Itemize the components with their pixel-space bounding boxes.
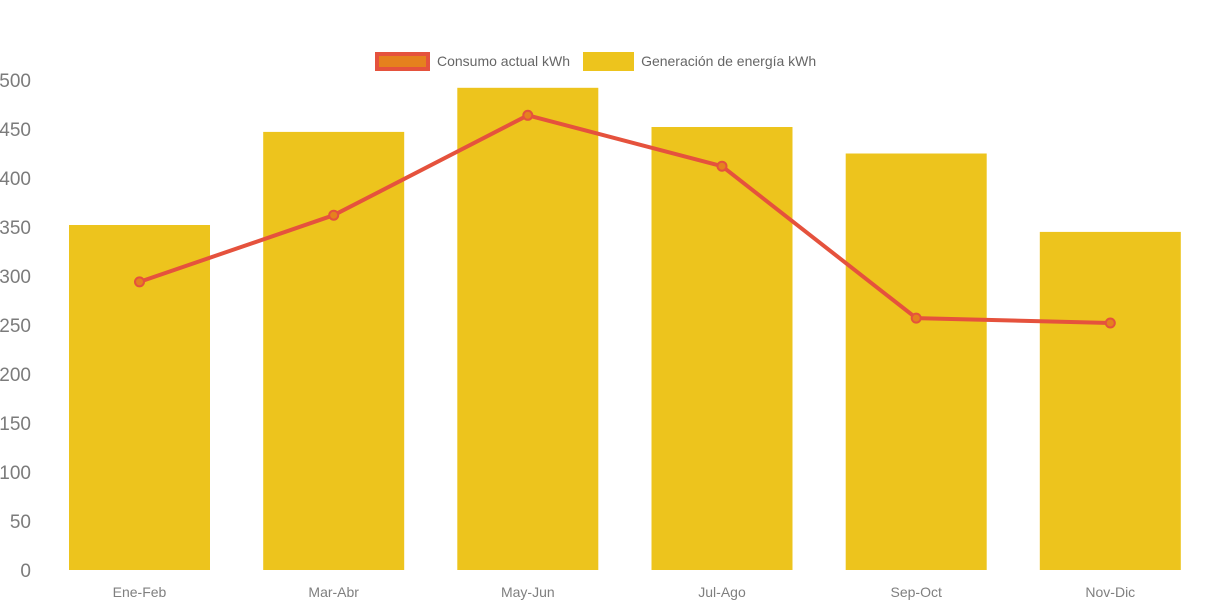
legend-item-consumo[interactable]: Consumo actual kWh bbox=[375, 52, 570, 71]
y-tick-label: 500 bbox=[0, 71, 31, 92]
bar-generacion[interactable] bbox=[651, 127, 793, 570]
consumo-point[interactable] bbox=[134, 276, 145, 288]
y-tick-label: 50 bbox=[10, 512, 31, 533]
consumo-point[interactable] bbox=[910, 312, 922, 324]
legend-item-generacion[interactable]: Generación de energía kWh bbox=[583, 52, 816, 71]
consumo-point[interactable] bbox=[522, 109, 534, 121]
generacion-legend-swatch bbox=[583, 52, 635, 71]
x-tick-label: Sep-Oct bbox=[891, 584, 942, 600]
x-tick-label: Ene-Feb bbox=[113, 584, 167, 600]
consumo-legend-swatch bbox=[375, 52, 430, 71]
y-tick-label: 100 bbox=[0, 463, 31, 484]
x-tick-label: May-Jun bbox=[501, 584, 555, 600]
chart-legend: Consumo actual kWh Generación de energía… bbox=[375, 52, 816, 71]
y-tick-label: 0 bbox=[20, 561, 31, 582]
y-tick-label: 150 bbox=[0, 414, 31, 435]
consumo-point[interactable] bbox=[328, 209, 340, 221]
x-tick-label: Jul-Ago bbox=[698, 584, 746, 600]
bar-generacion[interactable] bbox=[263, 131, 405, 570]
y-tick-label: 450 bbox=[0, 120, 31, 141]
x-tick-label: Nov-Dic bbox=[1085, 584, 1135, 600]
consumo-line bbox=[137, 113, 1113, 325]
bar-generacion[interactable] bbox=[845, 153, 987, 571]
y-tick-label: 350 bbox=[0, 218, 31, 239]
consumo-point[interactable] bbox=[1104, 317, 1116, 329]
x-tick-label: Mar-Abr bbox=[308, 584, 359, 600]
consumo-point[interactable] bbox=[716, 160, 728, 172]
generacion-legend-label: Generación de energía kWh bbox=[641, 53, 817, 69]
y-tick-label: 400 bbox=[0, 169, 31, 190]
bar-generacion[interactable] bbox=[457, 87, 599, 571]
y-tick-label: 250 bbox=[0, 316, 31, 337]
bar-generacion[interactable] bbox=[1039, 231, 1181, 570]
y-tick-label: 300 bbox=[0, 267, 31, 288]
consumo-legend-label: Consumo actual kWh bbox=[437, 53, 571, 69]
y-tick-label: 200 bbox=[0, 365, 31, 386]
